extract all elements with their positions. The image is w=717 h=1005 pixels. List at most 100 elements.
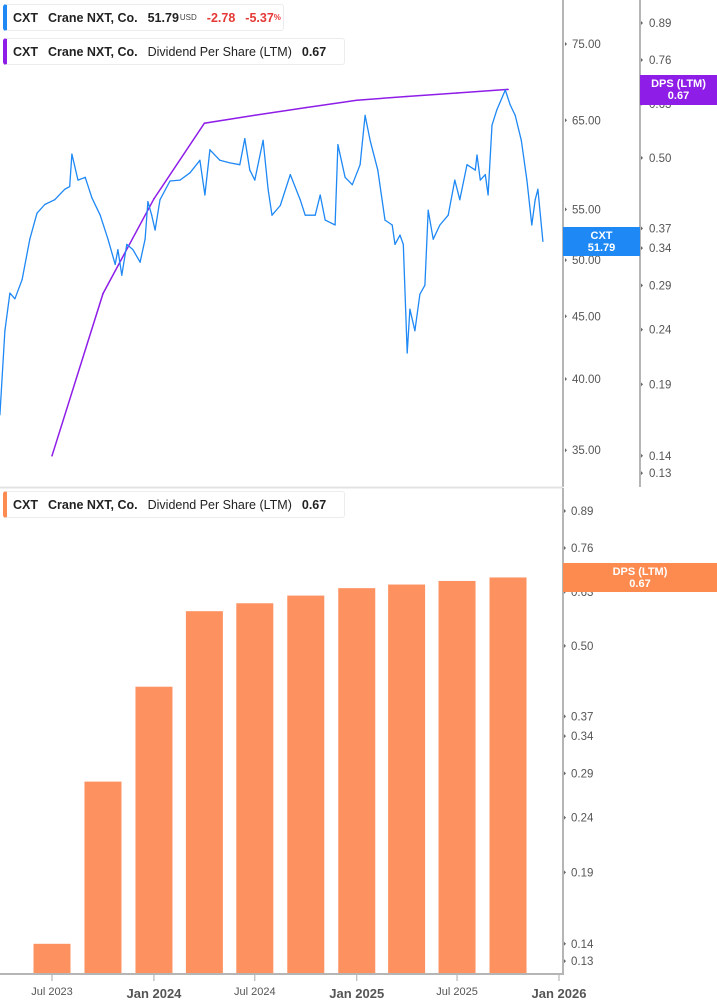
legend-ticker: CXT [13,497,38,512]
legend-pct-sign: % [273,13,281,22]
price-point [121,274,123,276]
dps-bar [236,603,274,973]
dps-tick-mark [641,246,643,251]
price-point [209,149,211,151]
price-point [267,188,269,190]
price-point [384,219,386,221]
legend-change-pct: -5.37 [245,10,274,25]
dps-tick-mark [641,382,643,387]
price-tick-label: 45.00 [572,311,601,323]
bar-y-tick-label: 0.89 [571,506,593,518]
dps-legend-top[interactable]: CXT Crane NXT, Co. Dividend Per Share (L… [3,38,346,65]
price-point [29,238,31,240]
price-tick-label: 75.00 [572,39,601,51]
dps-bar [287,595,325,973]
price-point [9,292,11,294]
bar-y-tick-label: 0.76 [571,543,593,555]
price-point [4,330,6,332]
bar-y-tick-label: 0.34 [571,731,594,743]
price-legend[interactable]: CXT Crane NXT, Co. 51.79 USD -2.78 -5.37… [3,4,284,31]
price-point [254,179,256,181]
price-point [69,185,71,188]
price-point [36,212,38,214]
price-point [144,238,146,240]
price-point [126,243,128,245]
price-point [491,124,493,126]
price-point [409,308,411,310]
dps-legend-bottom[interactable]: CXT Crane NXT, Co. Dividend Per Share (L… [3,491,346,518]
price-tick-mark [565,377,567,382]
x-tick-label: Jan 2024 [126,986,182,1001]
legend-value: 0.67 [301,44,327,59]
price-point [64,188,66,190]
legend-price: 51.79 [147,10,179,25]
price-point [314,214,316,216]
dps-bar [33,943,71,973]
bar-y-tick-label: 0.37 [571,711,593,723]
price-point [324,219,326,221]
price-last-value-tag: CXT 51.79 [563,227,640,256]
bar-y-tick-mark [564,815,566,820]
price-point [419,293,421,295]
price-point [304,214,306,216]
tag-label: CXT [590,229,613,242]
dps-point [355,99,358,101]
tag-value: 0.67 [629,577,651,590]
price-point [337,143,339,146]
bar-y-tick-label: 0.14 [571,939,594,951]
price-tick-mark [565,42,567,46]
price-tick-mark [565,314,567,319]
dps-bar [84,781,122,973]
price-point [537,188,539,190]
price-point [229,162,231,164]
price-point [54,199,56,201]
price-tick-mark [565,118,567,123]
price-point [189,172,191,174]
price-point [439,224,441,226]
tag-value: 0.67 [667,90,690,102]
legend-company: Crane NXT, Co. [48,44,138,59]
bar-y-tick-mark [564,509,566,513]
dps-point [153,197,155,200]
x-tick-label: Jul 2023 [31,986,73,998]
price-point [147,201,149,203]
price-point [249,169,251,171]
dps-tick-label: 0.29 [649,280,671,292]
dps-point [304,106,307,109]
bar-y-tick-mark [564,545,566,550]
price-point [534,199,536,201]
price-point [427,209,429,211]
legend-value: 0.67 [301,497,327,512]
bar-y-tick-label: 0.19 [571,867,593,879]
dps-tick-mark [641,226,643,231]
price-tick-mark [565,258,567,263]
dps-bar [185,611,223,973]
price-point [432,238,434,240]
dps-last-value-tag-bottom: DPS (LTM) 0.67 [563,563,717,592]
bar-y-tick-mark [564,714,566,719]
dps-tick-label: 0.50 [649,153,671,165]
price-tick-label: 55.00 [572,204,601,216]
legend-ticker: CXT [13,10,38,25]
dps-point [102,292,104,295]
price-tick-label: 65.00 [572,115,601,127]
price-point [279,204,281,207]
x-tick-label: Jan 2025 [329,986,384,1001]
price-point [351,184,353,186]
bar-y-tick-mark [564,734,566,739]
price-point [262,139,264,141]
price-point [496,109,498,111]
price-point [526,179,528,181]
dps-tick-mark [641,283,643,288]
bar-y-tick-label: 0.13 [571,956,593,968]
legend-currency: USD [179,13,197,22]
price-point [509,104,511,106]
legend-change: -2.78 [206,10,236,25]
price-point [107,238,109,240]
dps-bar [338,588,376,973]
bar-y-tick-mark [564,870,566,875]
dps-point [203,122,206,124]
price-point [542,240,544,242]
price-point [0,414,1,416]
price-point [394,243,396,245]
